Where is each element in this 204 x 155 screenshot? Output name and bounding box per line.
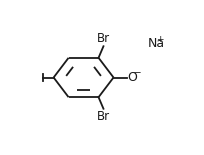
Text: +: +: [156, 35, 164, 44]
Text: O: O: [127, 71, 137, 84]
Text: Br: Br: [97, 32, 110, 45]
Text: −: −: [133, 68, 142, 78]
Text: Br: Br: [97, 110, 110, 123]
Text: Na: Na: [148, 37, 165, 50]
